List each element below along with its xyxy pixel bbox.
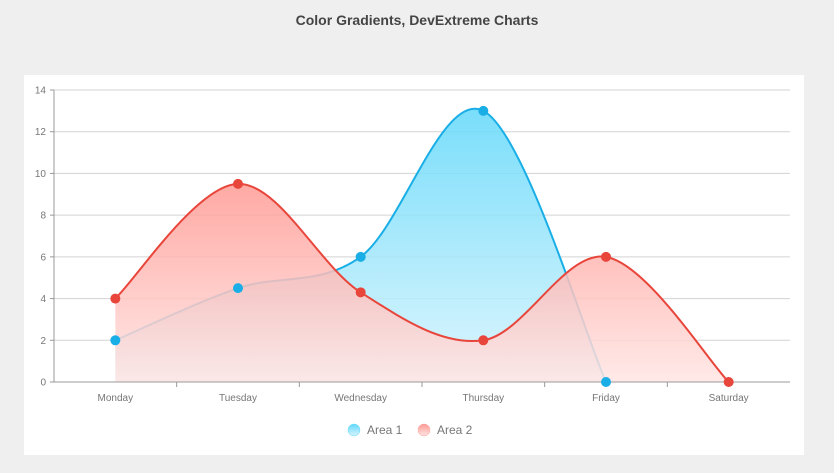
y-tick-label: 4 — [40, 294, 46, 305]
area-2-point[interactable] — [355, 287, 366, 298]
x-tick-label: Monday — [98, 393, 134, 404]
area-1-point[interactable] — [233, 283, 243, 294]
x-tick-label: Saturday — [709, 393, 749, 404]
y-tick-label: 12 — [35, 127, 47, 138]
area-2-point[interactable] — [110, 293, 121, 304]
y-tick-label: 14 — [35, 86, 47, 97]
y-tick-label: 0 — [40, 378, 46, 389]
y-tick-label: 2 — [40, 336, 46, 347]
area-2-point[interactable] — [601, 251, 611, 262]
area-1-legend-marker[interactable] — [347, 423, 361, 437]
axes: 0 2 4 6 8 10 12 14 Monday Tuesday Wednesday Thursda… — [35, 86, 790, 404]
series-points — [110, 105, 734, 387]
series-areas — [114, 107, 730, 383]
area-2-point[interactable] — [723, 377, 734, 387]
y-tick-label: 10 — [35, 169, 47, 180]
x-tick-label: Wednesday — [334, 393, 387, 404]
legend: Area 1 Area 2 — [347, 423, 473, 437]
page-title: Color Gradients, DevExtreme Charts — [295, 12, 539, 28]
area-1-point[interactable] — [601, 377, 611, 387]
area-2-area-fill — [115, 183, 729, 382]
x-tick-label: Friday — [592, 393, 620, 404]
y-tick-label: 6 — [40, 252, 46, 263]
x-tick-label: Thursday — [462, 393, 504, 404]
chart-container: 0 2 4 6 8 10 12 14 Monday Tuesday Wednesday Thursda… — [24, 75, 804, 455]
area-2-line — [114, 182, 730, 383]
area-chart: 0 2 4 6 8 10 12 14 Monday Tuesday Wednesday Thursda… — [35, 86, 790, 437]
x-tick-label: Tuesday — [219, 393, 257, 404]
y-tick-label: 8 — [40, 211, 46, 222]
area-1-point[interactable] — [478, 105, 489, 116]
area-2-point[interactable] — [478, 335, 489, 346]
area-1-point[interactable] — [355, 251, 366, 262]
area-2-legend-label[interactable]: Area 2 — [437, 423, 473, 437]
area-2-legend-marker[interactable] — [417, 423, 431, 437]
area-1-legend-label[interactable]: Area 1 — [367, 423, 403, 437]
area-2-point[interactable] — [233, 178, 243, 189]
area-1-point[interactable] — [110, 335, 121, 346]
